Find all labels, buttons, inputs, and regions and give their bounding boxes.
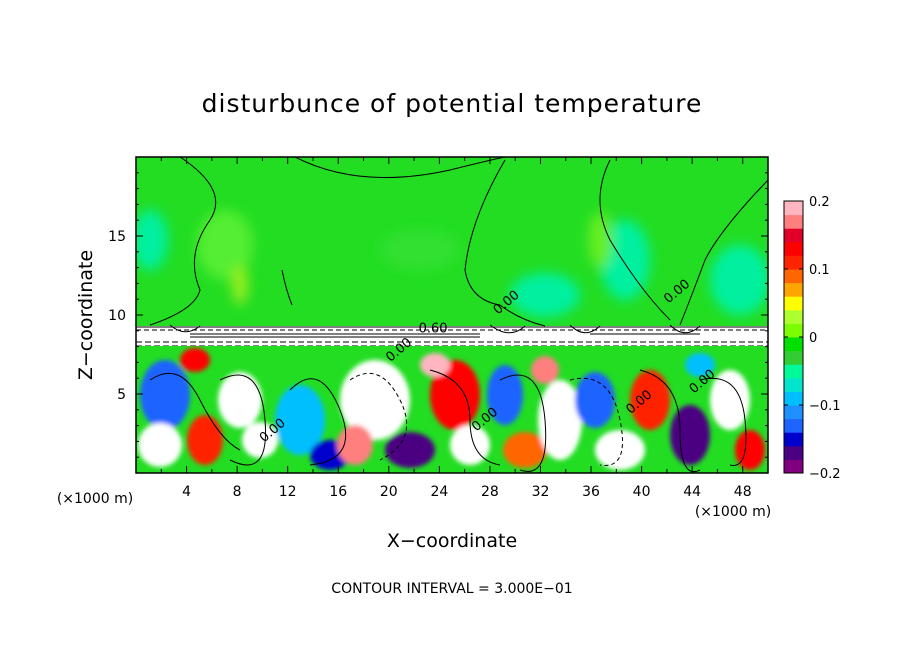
- colorbar-swatch: [784, 432, 803, 447]
- x-tick-label: 4: [182, 484, 191, 500]
- colorbar-swatch: [784, 228, 803, 243]
- colorbar-ticks: 0.2 0.1 0 −0.1 −0.2: [784, 195, 841, 482]
- x-tick-label: 20: [380, 484, 398, 500]
- x-tick-label: 48: [734, 484, 752, 500]
- y-tick-label: 10: [108, 308, 126, 324]
- y-axis-ticks: 5 10 15: [108, 172, 768, 458]
- contour-label: 0.60: [419, 321, 448, 336]
- colorbar-swatch: [784, 255, 803, 270]
- chart-title: disturbunce of potential temperature: [202, 89, 703, 118]
- colorbar-swatch: [784, 445, 803, 460]
- x-axis-label: X−coordinate: [387, 530, 517, 552]
- turbulent-layer: [136, 346, 768, 473]
- colorbar-swatch: [784, 296, 803, 311]
- colorbar-swatch: [784, 282, 803, 297]
- colorbar-swatch: [784, 377, 803, 392]
- contour-interval-note: CONTOUR INTERVAL = 3.000E−01: [331, 581, 572, 597]
- colorbar-swatch: [784, 337, 803, 352]
- x-tick-label: 40: [633, 484, 651, 500]
- x-tick-label: 44: [683, 484, 701, 500]
- colorbar-tick-label: −0.1: [809, 399, 841, 414]
- colorbar-tick-label: 0: [809, 331, 817, 346]
- colorbar-swatch: [784, 201, 803, 216]
- colorbar-tick-label: 0.1: [809, 263, 830, 278]
- x-axis-ticks: 4 8 12 16 20 24 28 32 36 40 44 48: [160, 157, 752, 500]
- x-tick-label: 28: [481, 484, 499, 500]
- x-tick-label: 12: [279, 484, 297, 500]
- colorbar-swatch: [784, 459, 803, 474]
- colorbar-swatch: [784, 350, 803, 365]
- colorbar: [784, 201, 803, 474]
- colorbar-swatch: [784, 241, 803, 256]
- x-unit-label-lower: (×1000 m): [695, 504, 771, 520]
- colorbar-swatch: [784, 391, 803, 406]
- x-tick-label: 36: [582, 484, 600, 500]
- upper-field-variations: [136, 210, 768, 317]
- colorbar-swatch: [784, 214, 803, 229]
- y-tick-label: 15: [108, 229, 126, 245]
- y-axis-label: Z−coordinate: [75, 250, 97, 380]
- colorbar-swatch: [784, 364, 803, 379]
- x-tick-label: 8: [233, 484, 242, 500]
- colorbar-swatch: [784, 309, 803, 324]
- upper-contours: [149, 157, 768, 327]
- colorbar-tick-label: 0.2: [809, 195, 830, 210]
- x-tick-label: 16: [329, 484, 347, 500]
- y-tick-label: 5: [117, 387, 126, 403]
- x-tick-label: 32: [532, 484, 550, 500]
- colorbar-swatch: [784, 323, 803, 338]
- x-unit-label: (×1000 m): [57, 491, 133, 507]
- colorbar-tick-label: −0.2: [809, 467, 841, 482]
- plot-area: [136, 157, 768, 473]
- x-tick-label: 24: [430, 484, 448, 500]
- colorbar-swatch: [784, 269, 803, 284]
- colorbar-swatch: [784, 418, 803, 433]
- colorbar-swatch: [784, 405, 803, 420]
